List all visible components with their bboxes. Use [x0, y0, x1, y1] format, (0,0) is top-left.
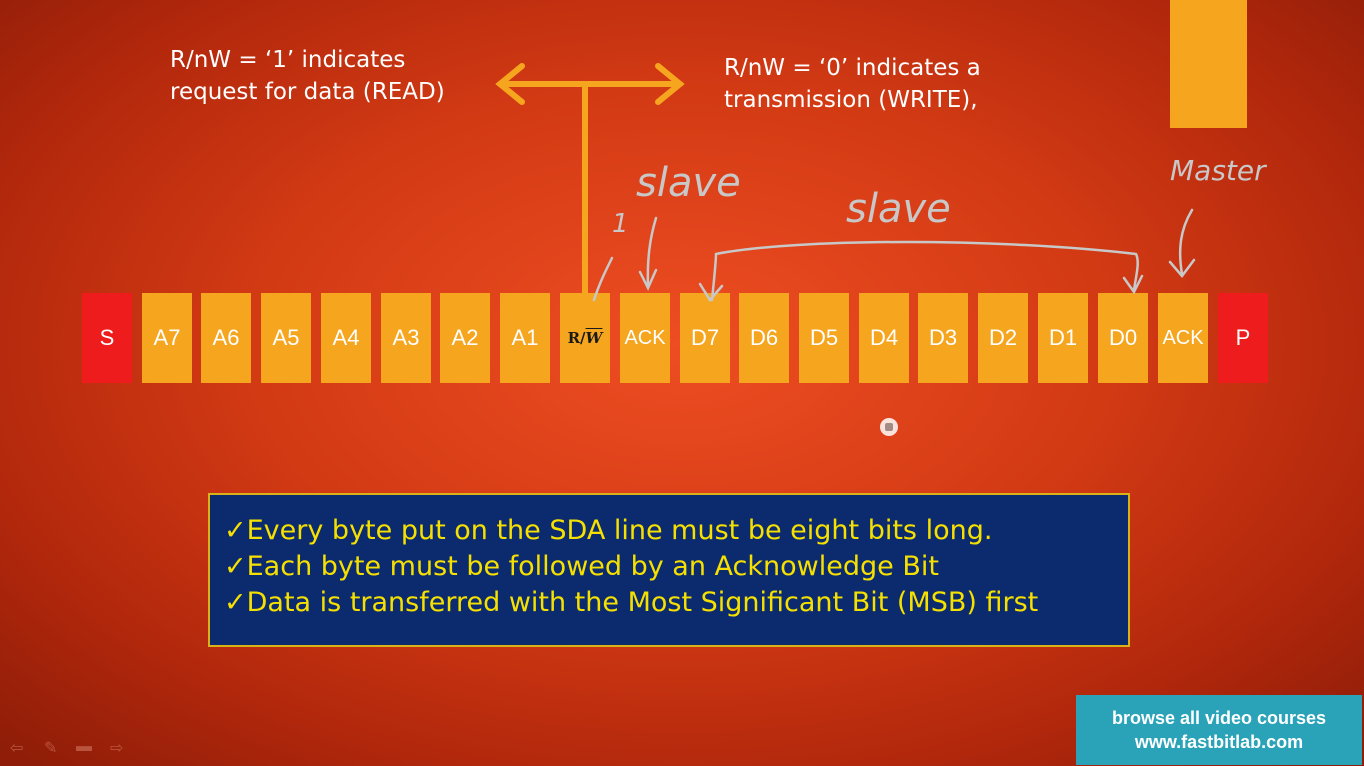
data-bit-d0: D0: [1098, 293, 1148, 383]
bit-label: D3: [928, 325, 958, 350]
address-bit-a1: A1: [500, 293, 550, 383]
bit-label: S: [99, 325, 115, 350]
address-bit-a5: A5: [261, 293, 311, 383]
info-box: ✓Every byte put on the SDA line must be …: [208, 493, 1130, 647]
arrow-right-icon[interactable]: ⇨: [110, 740, 124, 757]
data-bit-d4: D4: [859, 293, 909, 383]
write-note-line1: R/nW = ‘0’ indicates a: [724, 55, 981, 81]
address-bit-a2: A2: [440, 293, 490, 383]
data-bit-d3: D3: [918, 293, 968, 383]
corner-decoration: [1170, 0, 1247, 128]
write-note-line2: transmission (WRITE),: [724, 87, 978, 113]
master-label: Master: [1170, 154, 1267, 187]
bit-label: D1: [1048, 325, 1078, 350]
handwritten-arrows: [592, 208, 1196, 303]
rw-bit-label: R/W: [567, 329, 603, 347]
bit-label: D5: [809, 325, 839, 350]
bit-label: A2: [451, 325, 479, 350]
promo-line1[interactable]: browse all video courses: [1111, 708, 1327, 728]
start-bit: S: [82, 293, 132, 383]
bit-label: D6: [749, 325, 779, 350]
bit-label: D7: [690, 325, 720, 350]
promo-banner[interactable]: browse all video courses www.fastbitlab.…: [1076, 695, 1362, 765]
bit-label: D2: [988, 325, 1018, 350]
bit-label: D0: [1108, 325, 1138, 350]
ack-bit-2: ACK: [1158, 293, 1208, 383]
address-bit-a4: A4: [321, 293, 371, 383]
read-note: R/nW = ‘1’ indicates request for data (R…: [170, 44, 445, 108]
info-line: ✓Data is transferred with the Most Signi…: [224, 587, 1039, 618]
bit-label: A1: [511, 325, 539, 350]
data-bracket-arrow: [698, 240, 1144, 303]
data-bit-d1: D1: [1038, 293, 1088, 383]
pen-icon[interactable]: ✎: [44, 740, 58, 757]
slave-label-top: slave: [636, 160, 741, 206]
bit-label: ACK: [624, 326, 666, 349]
rw-bit: R/W: [560, 293, 610, 383]
bit-label: ACK: [1162, 326, 1204, 349]
bit-label: P: [1235, 325, 1251, 350]
bit-label: A3: [392, 325, 420, 350]
bit-label: A4: [332, 325, 360, 350]
bit-label: D4: [869, 325, 899, 350]
data-bit-d6: D6: [739, 293, 789, 383]
info-line: ✓Each byte must be followed by an Acknow…: [224, 551, 939, 582]
data-bit-d5: D5: [799, 293, 849, 383]
ack-bit-1: ACK: [620, 293, 670, 383]
menu-icon[interactable]: ▬: [76, 738, 92, 755]
rw-pointer-arrow: [592, 256, 614, 302]
address-bit-a7: A7: [142, 293, 192, 383]
bit-label: A6: [212, 325, 240, 350]
stop-bit: P: [1218, 293, 1268, 383]
master-pointer-arrow: [1168, 208, 1196, 278]
read-note-line2: request for data (READ): [170, 79, 445, 105]
rw-direction-arrow: [495, 63, 685, 297]
pointer-icon: [880, 418, 898, 436]
info-line: ✓Every byte put on the SDA line must be …: [224, 515, 993, 546]
ack-pointer-arrow: [638, 216, 658, 291]
promo-link[interactable]: www.fastbitlab.com: [1134, 732, 1304, 752]
bit-label: A7: [153, 325, 181, 350]
handwriting-labels: slave slave Master 1: [612, 154, 1267, 239]
bit-label: A5: [272, 325, 300, 350]
arrow-left-icon[interactable]: ⇦: [10, 740, 24, 757]
slave-label-mid: slave: [846, 186, 951, 232]
data-bit-d2: D2: [978, 293, 1028, 383]
address-bit-a3: A3: [381, 293, 431, 383]
read-note-line1: R/nW = ‘1’ indicates: [170, 47, 406, 73]
write-note: R/nW = ‘0’ indicates a transmission (WRI…: [724, 52, 981, 116]
address-bit-a6: A6: [201, 293, 251, 383]
one-label: 1: [612, 209, 629, 239]
data-bit-d7: D7: [680, 293, 730, 383]
